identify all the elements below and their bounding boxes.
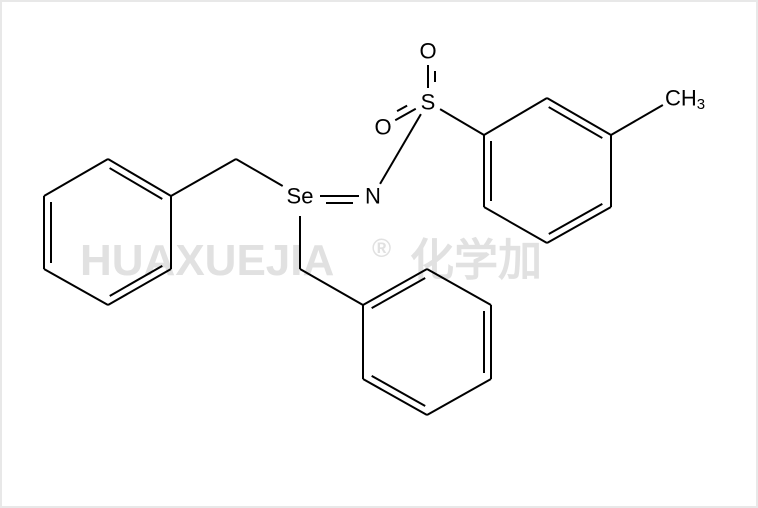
- bond-15-b: [110, 168, 163, 199]
- watermark-right: 化学加: [410, 236, 542, 285]
- bond-26-a: [363, 379, 427, 415]
- bond-2: [440, 109, 484, 135]
- watermark-left: HUAXUEJIA: [80, 236, 334, 285]
- atom-label-S: S: [421, 90, 436, 115]
- atom-label-O1: O: [374, 115, 391, 140]
- bond-6-a: [547, 207, 611, 243]
- bond-22-b: [372, 278, 426, 308]
- bond-12: [236, 159, 283, 186]
- watermark-registered-icon: ®: [372, 233, 391, 263]
- molecule-canvas: HUAXUEJIA ® 化学加 S O O CH3 N Se: [0, 0, 758, 508]
- bond-0-b: [397, 106, 407, 112]
- atom-label-CH3: CH3: [665, 86, 705, 113]
- bond-16: [44, 159, 108, 196]
- bond-14: [171, 159, 236, 196]
- watermark: HUAXUEJIA ® 化学加: [80, 233, 542, 285]
- bond-6-b: [549, 204, 603, 234]
- bond-15-a: [108, 159, 171, 196]
- bond-4-b: [549, 107, 603, 138]
- atom-label-N: N: [365, 184, 381, 209]
- bond-3: [484, 98, 547, 135]
- bond-25: [427, 379, 491, 415]
- atom-label-O2: O: [419, 39, 436, 64]
- atom-labels: S O O CH3 N Se: [287, 39, 706, 209]
- atom-label-CH3-sub: 3: [697, 96, 705, 113]
- bond-9: [611, 105, 663, 135]
- bond-4-a: [547, 98, 611, 135]
- bond-22-a: [363, 269, 427, 305]
- bond-26-b: [372, 376, 426, 406]
- atom-label-Se: Se: [287, 184, 314, 209]
